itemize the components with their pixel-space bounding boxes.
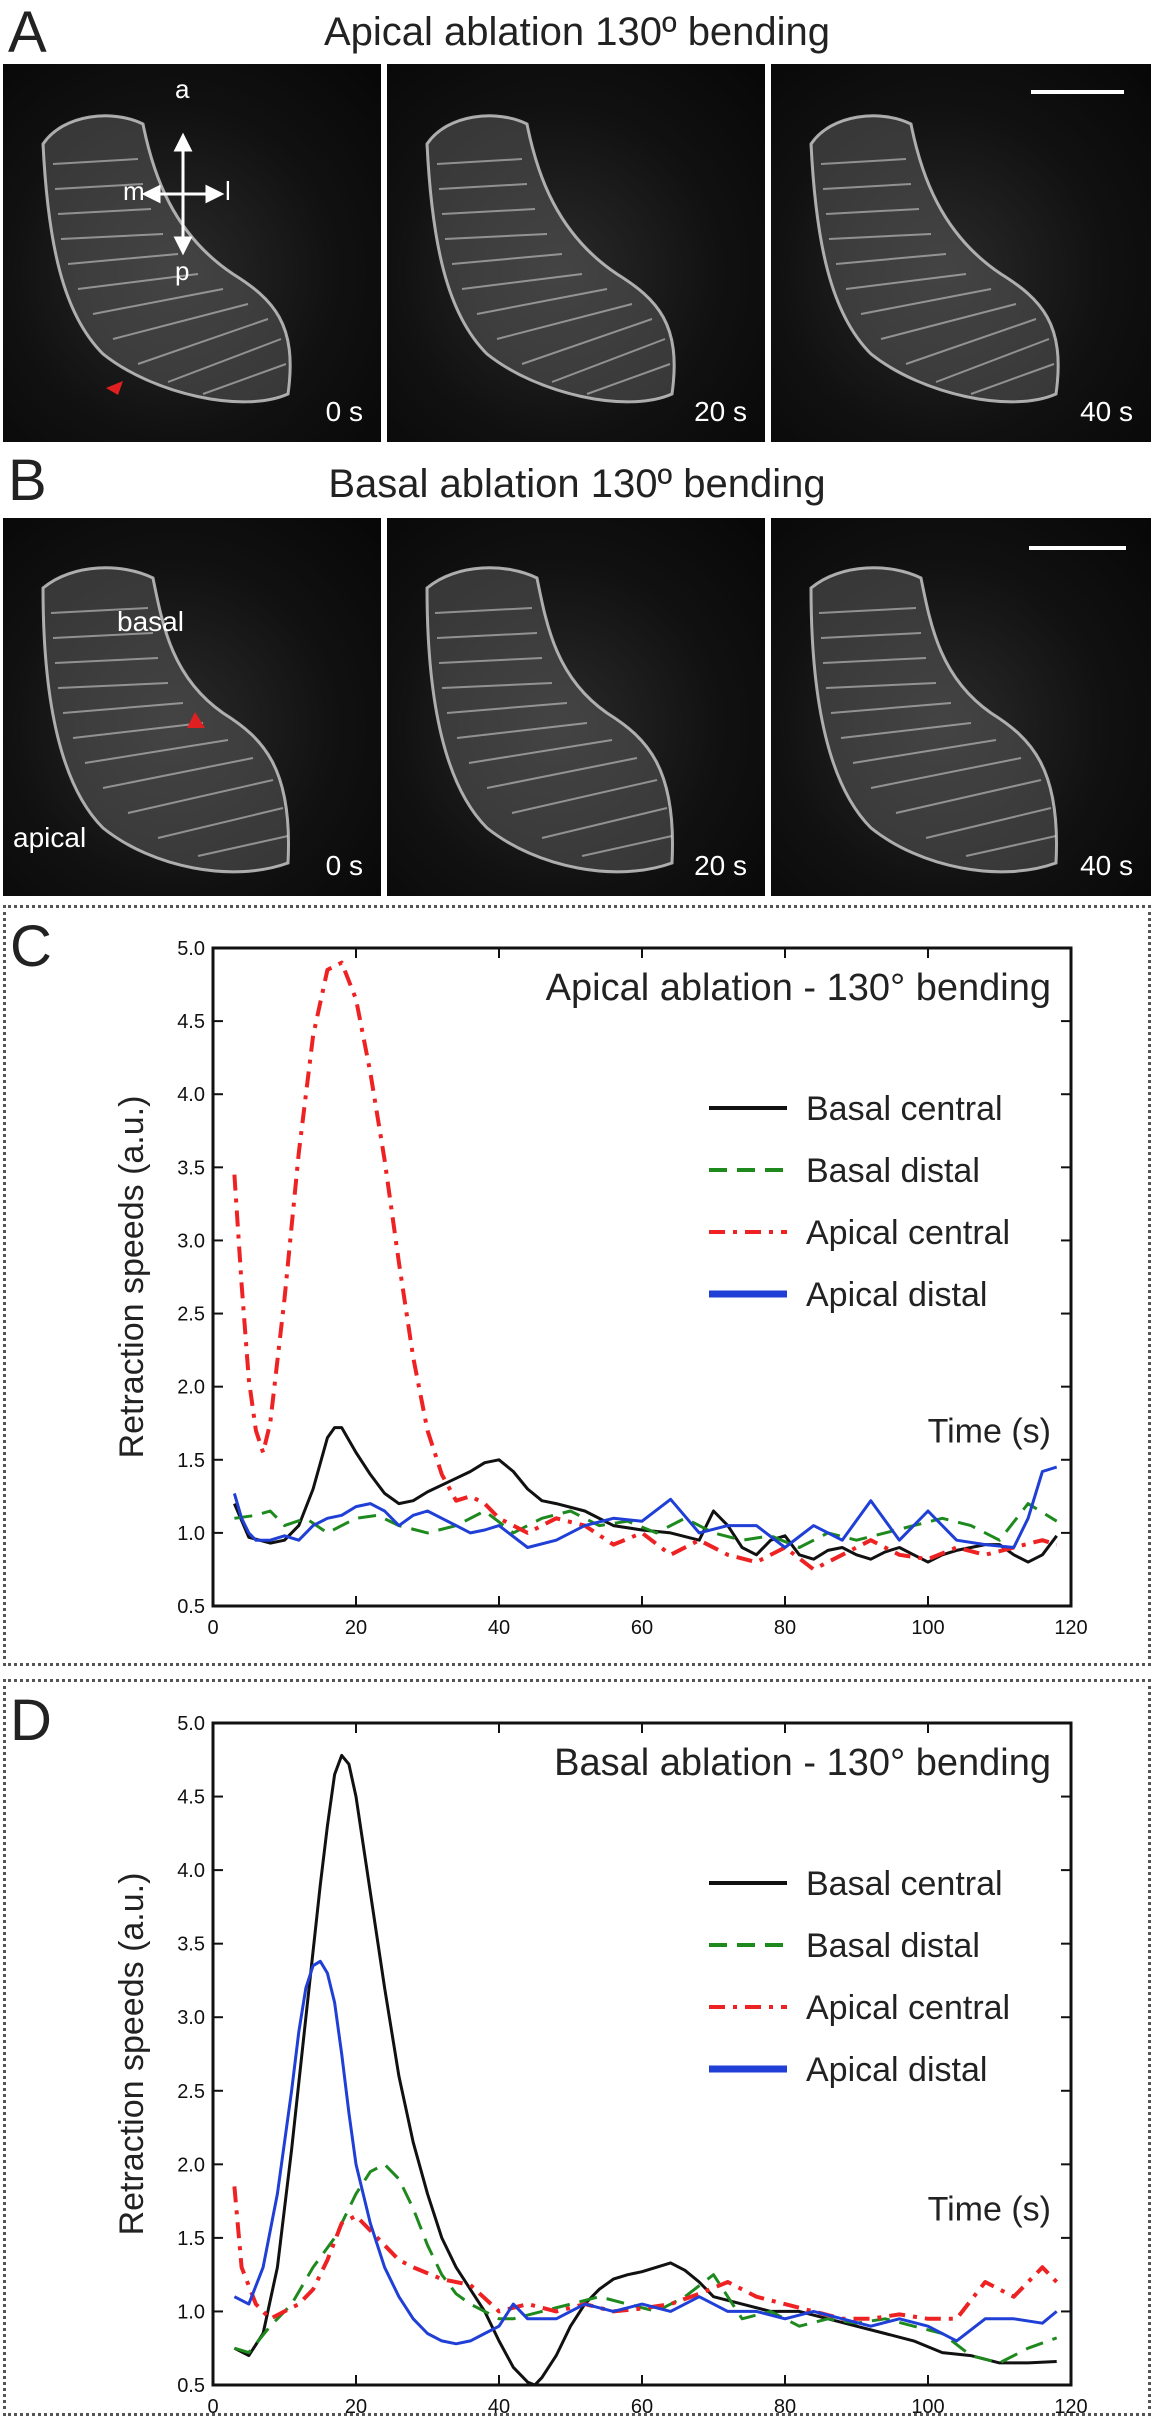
y-tick-label: 4.0	[177, 1084, 205, 1106]
y-tick-label: 1.0	[177, 1523, 205, 1545]
epithelium-image	[425, 566, 675, 874]
micrograph-b-40s: 40 s	[771, 518, 1151, 896]
x-tick-label: 100	[911, 1617, 944, 1639]
series-line-basal-distal	[234, 1502, 1058, 1549]
chart-title: Apical ablation - 130° bending	[546, 967, 1051, 1009]
panel-letter-d: D	[10, 1688, 52, 1753]
micrograph-b-20s: 20 s	[387, 518, 765, 896]
compass-m-label: m	[123, 176, 145, 206]
compass-a-label: a	[175, 74, 190, 104]
micrograph-b-0s: basal apical 0 s	[3, 518, 381, 896]
compass-p-label: p	[175, 256, 190, 286]
y-tick-label: 4.5	[177, 1011, 205, 1033]
series-group	[232, 960, 1058, 1572]
basal-label: basal	[117, 606, 184, 637]
x-axis-label: Time (s)	[928, 1413, 1051, 1451]
epithelium-image	[41, 566, 291, 874]
epithelium-image	[425, 114, 676, 404]
y-tick-label: 2.5	[177, 1304, 205, 1326]
epithelium-image	[809, 90, 1124, 404]
time-label: 40 s	[1080, 396, 1133, 427]
x-tick-label: 20	[345, 1617, 367, 1639]
compass	[141, 132, 225, 256]
legend-label-basal-central: Basal central	[806, 1090, 1003, 1128]
legend-label-basal-distal: Basal distal	[806, 1152, 980, 1190]
micrograph-a-40s: 40 s	[771, 64, 1151, 442]
time-label: 40 s	[1080, 850, 1133, 881]
series-line-apical-distal	[232, 1465, 1058, 1549]
panel-letter-b: B	[8, 448, 47, 513]
x-tick-label: 40	[488, 1617, 510, 1639]
x-tick-label: 80	[774, 1617, 796, 1639]
y-tick-label: 2.0	[177, 1377, 205, 1399]
ablation-arrowhead	[187, 712, 205, 728]
micrograph-a-0s: a p m l 0 s	[3, 64, 381, 442]
y-tick-label: 0.5	[177, 1596, 205, 1618]
y-tick-label: 3.5	[177, 1157, 205, 1179]
series-line-apical-central	[232, 960, 1058, 1572]
legend-label-apical-central: Apical central	[806, 1214, 1010, 1252]
y-tick-label: 5.0	[177, 938, 205, 960]
micrograph-a-20s: 20 s	[387, 64, 765, 442]
series-line-basal-central	[233, 1426, 1058, 1564]
panel-a-title: Apical ablation 130º bending	[323, 10, 831, 54]
time-label: 0 s	[325, 850, 363, 881]
x-tick-label: 120	[1054, 1617, 1087, 1639]
y-tick-label: 1.5	[177, 1450, 205, 1472]
panel-letter-c: C	[10, 914, 52, 979]
epithelium-image	[41, 114, 292, 404]
panel-c-frame	[3, 905, 1151, 1666]
time-label: 0 s	[325, 396, 363, 427]
time-label: 20 s	[694, 396, 747, 427]
legend-label-apical-distal: Apical distal	[806, 1276, 987, 1314]
time-label: 20 s	[694, 850, 747, 881]
x-tick-label: 60	[631, 1617, 653, 1639]
panel-d-frame	[3, 1679, 1151, 2416]
y-axis-label: Retraction speeds (a.u.)	[113, 1096, 151, 1459]
x-tick-label: 0	[207, 1617, 218, 1639]
compass-l-label: l	[225, 176, 231, 206]
panel-b-title: Basal ablation 130º bending	[328, 462, 826, 506]
apical-label: apical	[13, 822, 87, 853]
epithelium-image	[809, 546, 1126, 874]
ablation-arrowhead	[106, 381, 123, 395]
panel-letter-a: A	[8, 0, 47, 65]
y-tick-label: 3.0	[177, 1230, 205, 1252]
